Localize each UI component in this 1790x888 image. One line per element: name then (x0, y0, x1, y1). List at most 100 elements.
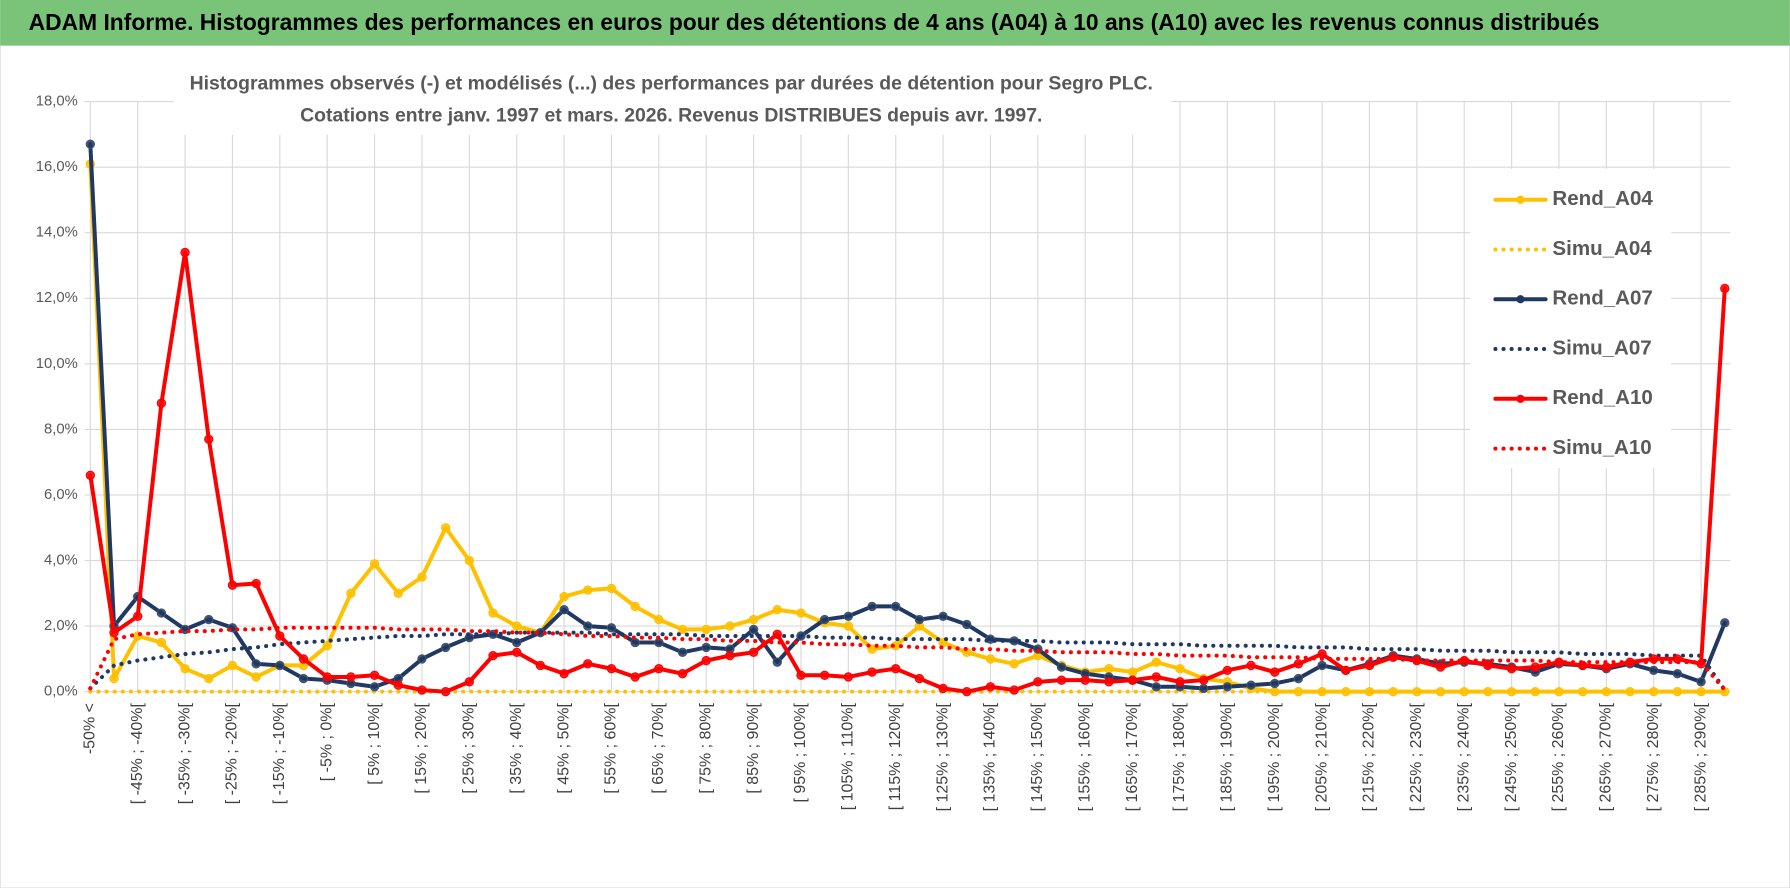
point (559, 668, 569, 679)
point (275, 631, 285, 641)
point (583, 585, 593, 595)
point (369, 559, 380, 569)
point (772, 657, 782, 667)
point (322, 641, 332, 651)
point (204, 673, 214, 684)
point (606, 583, 617, 594)
chart-subtitle: Cotations entre janv. 1997 et mars. 2026… (300, 105, 1042, 127)
point (819, 614, 830, 625)
point (1317, 660, 1327, 671)
point (346, 588, 356, 599)
point (1009, 659, 1019, 669)
legend-label: Rend_A07 (1552, 287, 1652, 310)
y-tick-label: 14,0% (36, 225, 78, 241)
point (346, 672, 356, 682)
point (606, 664, 617, 674)
point (251, 659, 261, 669)
point (1601, 662, 1612, 672)
point (891, 601, 901, 612)
point (938, 611, 948, 621)
point (677, 647, 688, 658)
point (677, 624, 688, 635)
point (251, 672, 261, 682)
x-tick-label: [ 235% ; 240%[ (1455, 703, 1472, 812)
point (1009, 685, 1019, 695)
legend-marker (1516, 394, 1525, 403)
point (369, 682, 380, 692)
point (204, 434, 214, 444)
point (1270, 667, 1280, 677)
legend-label: Simu_A04 (1552, 237, 1652, 260)
x-tick-label: [ 145% ; 150%[ (1029, 703, 1046, 812)
point (512, 621, 522, 631)
x-tick-label: [ 165% ; 170%[ (1124, 703, 1141, 812)
x-tick-label: [ 135% ; 140%[ (982, 703, 999, 812)
legend-marker (1516, 195, 1525, 204)
chart-title: Histogrammes observés (-) et modélisés (… (190, 73, 1153, 95)
point (559, 605, 569, 615)
point (701, 624, 711, 635)
point (654, 637, 664, 648)
point (322, 672, 332, 682)
point (275, 660, 285, 671)
point (440, 687, 451, 697)
point (962, 687, 972, 697)
point (156, 637, 167, 648)
point (867, 601, 877, 612)
x-tick-label: [ 155% ; 160%[ (1076, 703, 1093, 812)
legend-label: Rend_A10 (1552, 386, 1652, 409)
x-tick-label: [ -45% ; -40%[ (129, 703, 146, 805)
point (1056, 675, 1067, 685)
x-tick-label: [ 115% ; 120%[ (887, 703, 904, 811)
point (1151, 672, 1161, 682)
x-tick-label: [ 285% ; 290%[ (1692, 703, 1709, 812)
point (251, 578, 261, 589)
x-tick-label: [ 265% ; 270%[ (1598, 703, 1615, 812)
point (1435, 662, 1446, 672)
point (1317, 649, 1327, 659)
point (109, 673, 119, 684)
title-box (173, 68, 1172, 135)
y-tick-label: 4,0% (44, 552, 78, 568)
point (1696, 677, 1706, 687)
point (393, 680, 403, 690)
point (1530, 662, 1540, 672)
point (227, 660, 238, 671)
point (1198, 675, 1209, 685)
point (1127, 675, 1138, 685)
x-tick-label: [ 175% ; 180%[ (1171, 703, 1188, 812)
point (985, 654, 996, 664)
point (772, 605, 782, 615)
y-tick-label: 12,0% (36, 290, 78, 306)
point (1222, 682, 1233, 692)
point (796, 608, 806, 618)
x-tick-label: [ 245% ; 250%[ (1503, 703, 1520, 812)
point (725, 621, 735, 631)
point (1246, 680, 1256, 690)
point (725, 650, 735, 661)
point (1649, 665, 1659, 676)
series-line (88, 630, 1727, 693)
point (369, 670, 380, 680)
point (1506, 664, 1517, 674)
point (1033, 677, 1043, 687)
point (180, 247, 190, 258)
point (1672, 668, 1683, 679)
point (1175, 664, 1185, 674)
x-tick-label: [ 95% ; 100%[ (792, 703, 809, 803)
y-tick-label: 16,0% (36, 159, 78, 175)
point (156, 398, 167, 408)
x-tick-label: [ 35% ; 40%[ (508, 703, 525, 794)
point (1364, 660, 1375, 671)
x-tick-label: [ 85% ; 90%[ (745, 703, 762, 794)
point (559, 591, 569, 602)
point (1720, 283, 1730, 294)
point (227, 580, 238, 590)
x-tick-label: [ 225% ; 230%[ (1408, 703, 1425, 812)
point (748, 647, 759, 658)
point (85, 139, 96, 149)
point (843, 611, 854, 621)
x-tick-label: [ 185% ; 190%[ (1219, 703, 1236, 812)
point (843, 621, 854, 631)
